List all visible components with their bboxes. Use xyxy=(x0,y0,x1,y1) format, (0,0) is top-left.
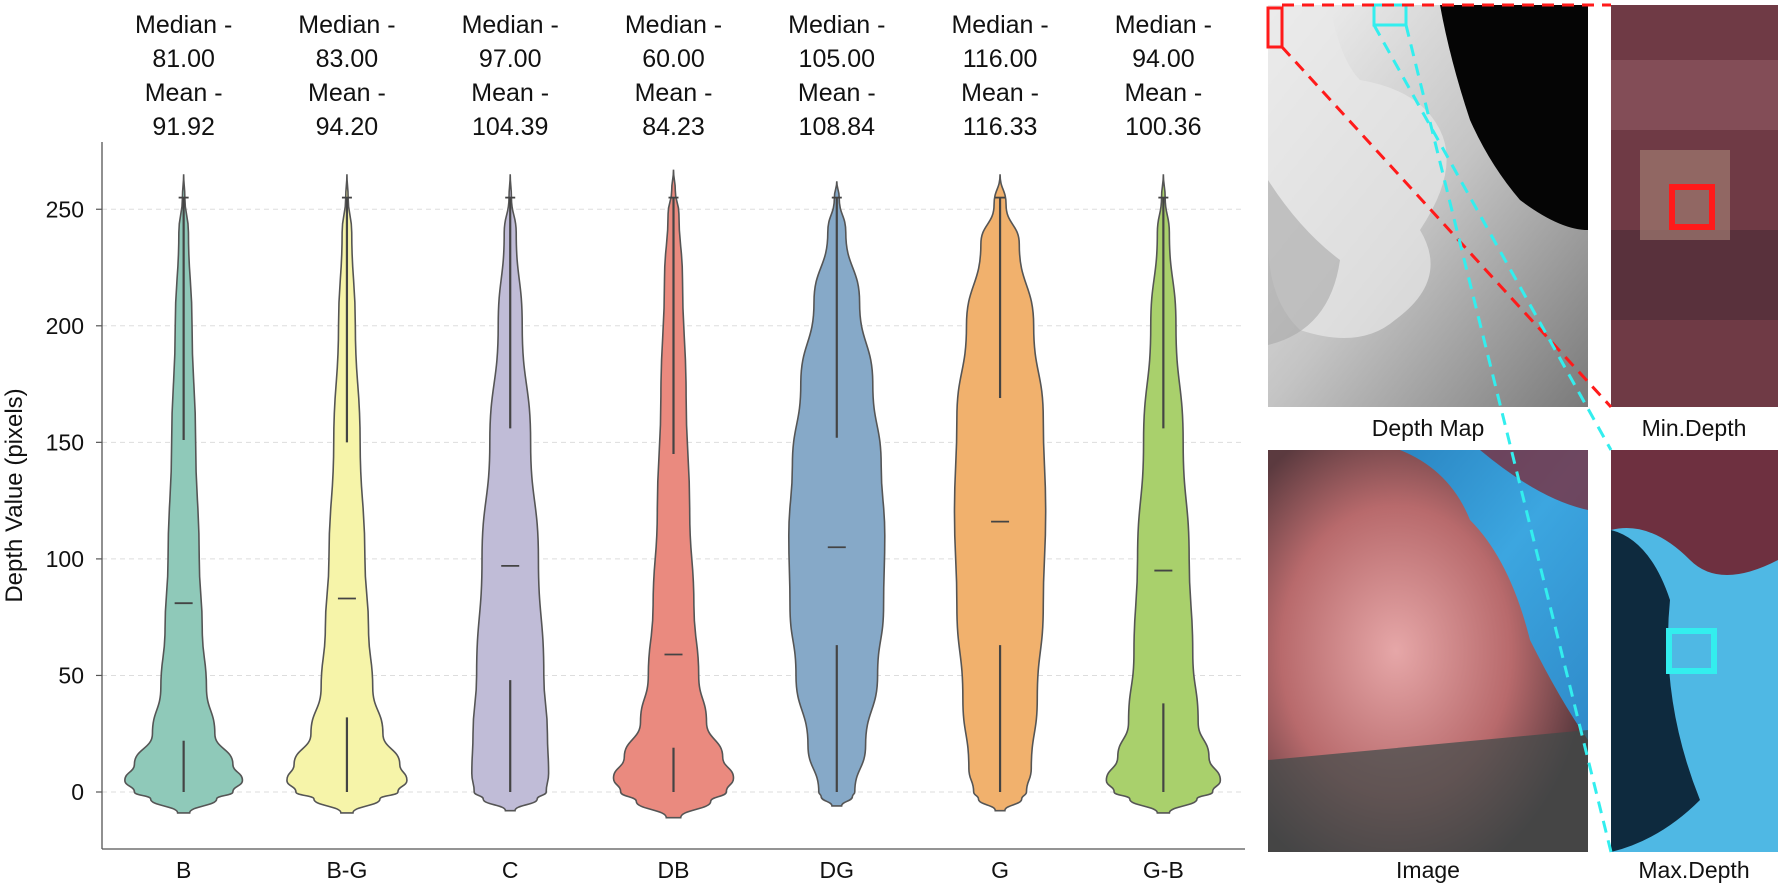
annotation-line: Median - xyxy=(625,11,722,39)
annotation-line: 83.00 xyxy=(316,45,379,73)
y-tick-label: 100 xyxy=(46,546,84,572)
caption-max-depth: Max.Depth xyxy=(1638,857,1749,883)
depth-map-far-region xyxy=(1440,5,1588,230)
min-depth-texture-1 xyxy=(1611,60,1778,130)
caption-min-depth: Min.Depth xyxy=(1642,415,1747,441)
annotation-line: Median - xyxy=(298,11,395,39)
annotation-line: Mean - xyxy=(798,79,876,107)
zoom-connectors xyxy=(1280,3,1613,853)
caption-image: Image xyxy=(1396,857,1460,883)
annotation-line: 116.00 xyxy=(963,45,1038,73)
max-depth-panel xyxy=(1611,450,1778,852)
annotation-line: Median - xyxy=(135,11,232,39)
min-depth-marker-square xyxy=(1669,184,1715,230)
annotation-line: 116.33 xyxy=(963,113,1038,141)
annotation-line: Mean - xyxy=(1124,79,1202,107)
y-tick-label: 200 xyxy=(46,313,84,339)
max-depth-coral-top xyxy=(1611,450,1778,575)
min-connector-bottom xyxy=(1280,45,1613,409)
violin-plot-area: 0 50 100 150 200 250 Depth Value (pixels) B Medi… xyxy=(1,11,1245,883)
image-panel xyxy=(1268,450,1588,852)
annotation-line: 91.92 xyxy=(152,113,215,141)
x-tick-label-db: DB xyxy=(658,857,690,883)
depth-map-midground-blob xyxy=(1268,180,1340,345)
annotation-line: Mean - xyxy=(635,79,713,107)
annotation-line: Mean - xyxy=(961,79,1039,107)
max-connector-top xyxy=(1372,24,1613,451)
y-tick-label: 0 xyxy=(71,779,84,805)
x-tick-label-b-g: B-G xyxy=(326,857,367,883)
x-tick-label-b: B xyxy=(176,857,191,883)
depth-map-panel xyxy=(1266,3,1588,407)
annotation-line: 94.00 xyxy=(1132,45,1195,73)
y-tick-label: 50 xyxy=(58,662,84,688)
annotation-line: 60.00 xyxy=(642,45,705,73)
max-connector-bottom xyxy=(1404,24,1613,853)
y-axis-label: Depth Value (pixels) xyxy=(1,388,28,602)
min-depth-panel xyxy=(1611,5,1778,407)
x-tick-label-g-b: G-B xyxy=(1143,857,1184,883)
max-depth-dark-region xyxy=(1611,530,1700,852)
x-tick-label-dg: DG xyxy=(820,857,855,883)
violin-g-b xyxy=(1105,174,1222,814)
violin-dg xyxy=(787,181,886,807)
violin-b xyxy=(124,174,244,814)
violin-g xyxy=(953,174,1047,812)
annotation-line: 84.23 xyxy=(642,113,705,141)
x-tick-label-c: C xyxy=(502,857,519,883)
y-tick-label: 150 xyxy=(46,429,84,455)
y-tick-label: 250 xyxy=(46,196,84,222)
annotation-line: Mean - xyxy=(308,79,386,107)
violin-db xyxy=(612,169,735,819)
violin-c xyxy=(471,174,550,812)
annotation-line: 97.00 xyxy=(479,45,542,73)
annotation-line: 105.00 xyxy=(799,45,875,73)
annotation-line: 94.20 xyxy=(316,113,379,141)
max-depth-marker-square xyxy=(1666,628,1717,674)
min-depth-marker-box xyxy=(1266,6,1284,49)
min-depth-texture-2 xyxy=(1611,230,1778,320)
caption-depth-map: Depth Map xyxy=(1372,415,1485,441)
image-seafloor xyxy=(1268,730,1588,852)
annotation-line: 81.00 xyxy=(152,45,215,73)
annotation-line: Mean - xyxy=(145,79,223,107)
annotation-line: 100.36 xyxy=(1125,113,1201,141)
annotation-line: 104.39 xyxy=(472,113,548,141)
x-tick-label-g: G xyxy=(991,857,1009,883)
annotation-line: Mean - xyxy=(471,79,549,107)
annotation-line: Median - xyxy=(462,11,559,39)
violin-b-g xyxy=(286,174,408,814)
image-top-coral xyxy=(1480,450,1588,510)
annotation-line: Median - xyxy=(788,11,885,39)
annotation-line: Median - xyxy=(1115,11,1212,39)
annotation-line: Median - xyxy=(951,11,1048,39)
annotation-line: 108.84 xyxy=(799,113,876,141)
